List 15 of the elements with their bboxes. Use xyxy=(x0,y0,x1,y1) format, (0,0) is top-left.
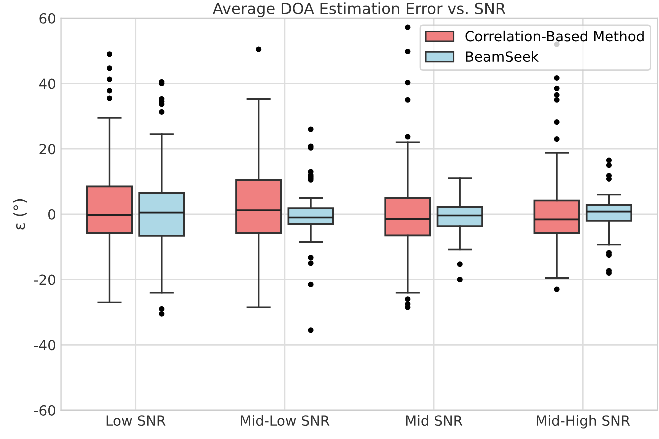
y-tick-label: -60 xyxy=(34,405,56,416)
y-tick-label: 0 xyxy=(48,209,56,220)
y-tick-label: 20 xyxy=(40,144,56,155)
y-tick-label: 60 xyxy=(40,13,56,24)
y-axis-title: ε (°) xyxy=(13,199,28,230)
y-tick-label: -40 xyxy=(34,340,56,351)
legend-label: Correlation-Based Method xyxy=(466,30,644,42)
legend-label: BeamSeek xyxy=(466,51,539,62)
y-tick-label: 40 xyxy=(39,78,56,90)
x-tick-label: Mid-High SNR xyxy=(537,415,630,429)
x-tick-label: Low SNR xyxy=(106,416,166,426)
y-tick-label: -20 xyxy=(34,274,56,286)
x-tick-label: Mid-Low SNR xyxy=(241,415,330,426)
x-tick-label: Mid SNR xyxy=(406,415,463,426)
chart-title: Average DOA Estimation Error vs. SNR xyxy=(213,2,506,18)
